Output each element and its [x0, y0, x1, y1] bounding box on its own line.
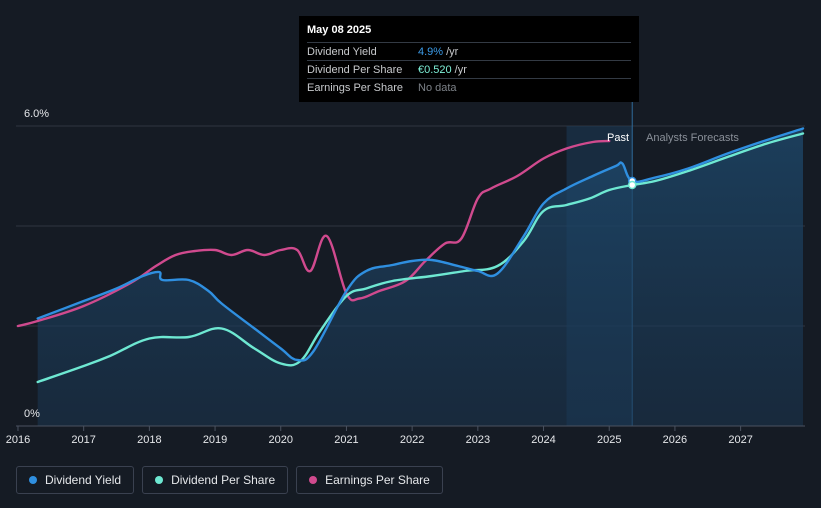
x-tick-label: 2025 — [597, 434, 621, 446]
tooltip-label: Dividend Per Share — [307, 63, 403, 76]
legend-item-dividend-yield[interactable]: Dividend Yield — [16, 466, 135, 494]
tooltip: May 08 2025 Dividend Yield 4.9% /yr Divi… — [299, 16, 639, 102]
tooltip-unit: /yr — [454, 63, 467, 76]
x-tick-label: 2017 — [71, 434, 95, 446]
x-tick-label: 2023 — [466, 434, 490, 446]
x-tick-label: 2022 — [400, 434, 424, 446]
tooltip-date: May 08 2025 — [307, 24, 372, 36]
legend-dot-icon — [155, 476, 164, 484]
x-tick-label: 2019 — [203, 434, 227, 446]
legend-label: Earnings Per Share — [325, 473, 430, 487]
tooltip-label: Earnings Per Share — [307, 81, 403, 94]
x-tick-label: 2027 — [728, 434, 752, 446]
forecast-label: Analysts Forecasts — [646, 132, 739, 144]
tooltip-value: €0.520 — [418, 63, 452, 76]
legend-dot-icon — [29, 476, 37, 484]
x-tick-label: 2021 — [334, 434, 358, 446]
legend-item-earnings-per-share[interactable]: Earnings Per Share — [296, 466, 443, 494]
dividend-yield-line — [36, 127, 805, 362]
legend: Dividend Yield Dividend Per Share Earnin… — [16, 466, 443, 494]
current-markers — [627, 176, 637, 190]
legend-item-dividend-per-share[interactable]: Dividend Per Share — [142, 466, 289, 494]
x-tick-label: 2024 — [531, 434, 555, 446]
y-tick-label-top: 6.0% — [24, 108, 50, 120]
y-tick-label-bottom: 0% — [24, 408, 40, 420]
tooltip-row-earnings-per-share: Earnings Per Share No data — [307, 78, 631, 96]
legend-label: Dividend Per Share — [171, 473, 276, 487]
tooltip-row-dividend-yield: Dividend Yield 4.9% /yr — [307, 42, 631, 60]
x-axis: 2016 2017 2018 2019 2020 2021 2022 2023 2024 2025… — [6, 425, 805, 446]
legend-label: Dividend Yield — [45, 473, 122, 487]
x-tick-label: 2016 — [6, 434, 30, 446]
past-label: Past — [607, 132, 630, 144]
dividend-per-share-line — [36, 132, 805, 384]
tooltip-unit: /yr — [446, 45, 459, 58]
tooltip-value: No data — [418, 81, 457, 94]
legend-dot-icon — [309, 476, 318, 484]
x-tick-label: 2020 — [269, 434, 293, 446]
tooltip-row-dividend-per-share: Dividend Per Share €0.520 /yr — [307, 60, 631, 78]
tooltip-value: 4.9% — [418, 45, 444, 58]
x-tick-label: 2018 — [137, 434, 161, 446]
x-tick-label: 2026 — [663, 434, 687, 446]
series-lines — [16, 127, 805, 384]
dividend-per-share-marker — [627, 180, 637, 190]
tooltip-label: Dividend Yield — [307, 45, 377, 58]
earnings-per-share-line — [16, 139, 611, 328]
